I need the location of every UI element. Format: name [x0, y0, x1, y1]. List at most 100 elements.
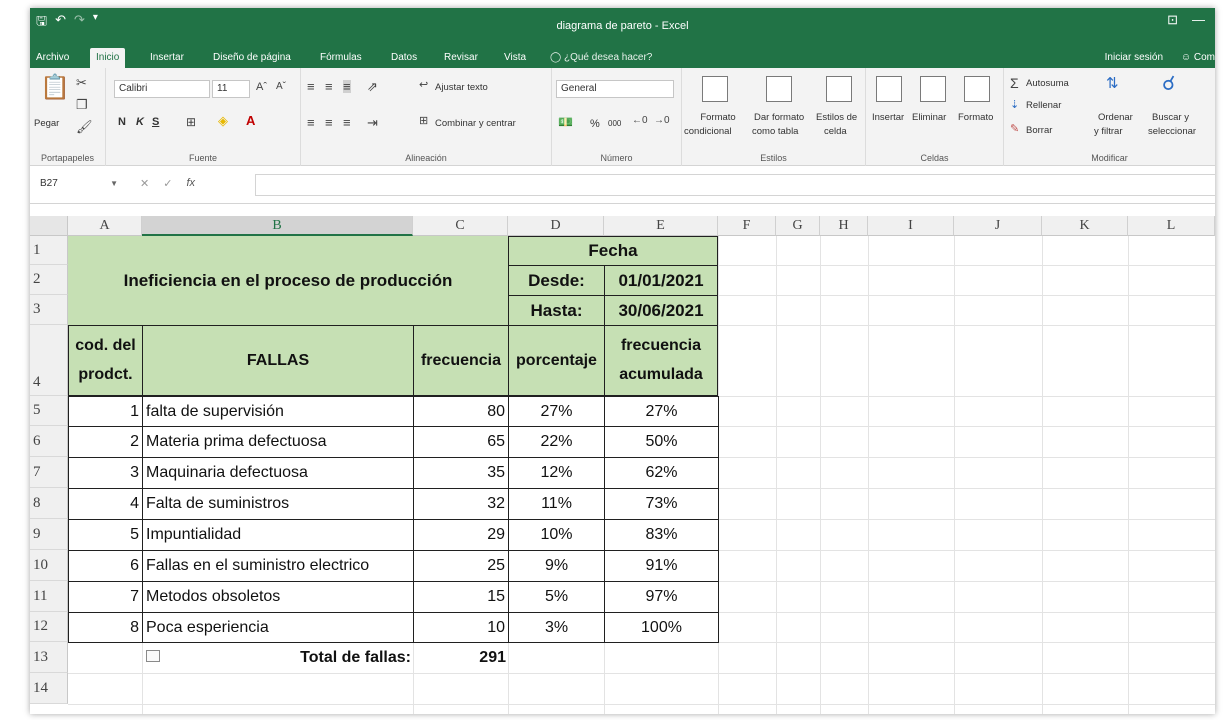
row-header[interactable]: 3	[30, 295, 68, 325]
align-center-icon[interactable]: ≡	[325, 115, 333, 130]
align-top-icon[interactable]: ≡	[307, 79, 315, 94]
row-header[interactable]: 4	[30, 325, 68, 396]
desde-label-cell[interactable]: Desde:	[508, 265, 605, 296]
wrap-text-icon[interactable]: ↩	[419, 79, 429, 91]
row-header[interactable]: 11	[30, 581, 68, 612]
column-header[interactable]: K	[1042, 216, 1128, 236]
conditional-format-label-2[interactable]: condicional	[684, 126, 732, 137]
cut-icon[interactable]: ✂	[76, 75, 87, 90]
header-porcentaje[interactable]: porcentaje	[508, 325, 605, 396]
cell-falla[interactable]: Maquinaria defectuosa	[142, 457, 414, 489]
cell-porcentaje[interactable]: 9%	[508, 550, 605, 582]
cell-code[interactable]: 6	[68, 550, 143, 582]
cell-porcentaje[interactable]: 3%	[508, 612, 605, 643]
cell-porcentaje[interactable]: 27%	[508, 396, 605, 427]
cancel-icon[interactable]: ✕	[140, 178, 150, 190]
header-code[interactable]: cod. del prodct.	[68, 325, 143, 396]
cell-frecuencia[interactable]: 25	[413, 550, 509, 582]
cell-acumulada[interactable]: 62%	[604, 457, 719, 489]
cell-falla[interactable]: Impuntialidad	[142, 519, 414, 551]
cell-frecuencia[interactable]: 29	[413, 519, 509, 551]
cell-acumulada[interactable]: 50%	[604, 426, 719, 458]
align-left-icon[interactable]: ≡	[307, 115, 315, 130]
total-value[interactable]: 291	[479, 648, 506, 666]
name-box-dropdown-icon[interactable]: ▼	[110, 179, 118, 188]
row-header[interactable]: 7	[30, 457, 68, 488]
cell-acumulada[interactable]: 100%	[604, 612, 719, 643]
borders-icon[interactable]: ⊞	[186, 115, 197, 129]
save-icon[interactable]: 🖫	[36, 13, 48, 28]
cell-code[interactable]: 4	[68, 488, 143, 520]
fill-button[interactable]: Rellenar	[1026, 100, 1062, 111]
conditional-format-icon[interactable]	[702, 76, 728, 102]
format-cells-icon[interactable]	[964, 76, 990, 102]
select-all-button[interactable]	[30, 216, 68, 236]
tab-archivo[interactable]: Archivo	[36, 52, 70, 63]
italic-button[interactable]: K	[136, 116, 144, 128]
undo-icon[interactable]: ↶	[55, 12, 66, 27]
fill-icon[interactable]: ⇣	[1010, 99, 1020, 111]
sign-in-link[interactable]: Iniciar sesión	[1104, 52, 1163, 63]
cell-frecuencia[interactable]: 80	[413, 396, 509, 427]
tell-me-box[interactable]: ◯ ¿Qué desea hacer?	[550, 48, 652, 68]
cell-porcentaje[interactable]: 11%	[508, 488, 605, 520]
accounting-format-icon[interactable]: 💵	[558, 115, 573, 129]
row-header[interactable]: 5	[30, 396, 68, 426]
row-header[interactable]: 9	[30, 519, 68, 550]
cell-falla[interactable]: falta de supervisión	[142, 396, 414, 427]
decrease-font-icon[interactable]: Aˇ	[276, 81, 286, 92]
sort-filter-label-1[interactable]: Ordenar	[1098, 112, 1133, 123]
cell-falla[interactable]: Poca esperiencia	[142, 612, 414, 643]
cell-frecuencia[interactable]: 10	[413, 612, 509, 643]
cell-styles-label-2[interactable]: celda	[824, 126, 847, 137]
wrap-text-button[interactable]: Ajustar texto	[435, 82, 488, 93]
column-header[interactable]: E	[604, 216, 718, 236]
fecha-label-cell[interactable]: Fecha	[508, 236, 718, 266]
cell-frecuencia[interactable]: 65	[413, 426, 509, 458]
header-fallas[interactable]: FALLAS	[142, 325, 414, 396]
find-icon[interactable]: ☌	[1162, 73, 1176, 95]
insert-cells-icon[interactable]	[876, 76, 902, 102]
format-painter-icon[interactable]: 🖌	[76, 119, 93, 134]
tab-datos[interactable]: Datos	[391, 52, 418, 63]
merge-center-icon[interactable]: ⊞	[419, 115, 429, 127]
ribbon-display-options-button[interactable]: ⊡	[1167, 12, 1178, 27]
clear-button[interactable]: Borrar	[1026, 125, 1053, 136]
enter-icon[interactable]: ✓	[163, 178, 173, 190]
cell-code[interactable]: 1	[68, 396, 143, 427]
hasta-value-cell[interactable]: 30/06/2021	[604, 295, 718, 326]
column-header[interactable]: J	[954, 216, 1042, 236]
row-header[interactable]: 10	[30, 550, 68, 581]
comma-style-button[interactable]: 000	[608, 119, 622, 128]
column-header[interactable]: H	[820, 216, 868, 236]
cell-frecuencia[interactable]: 35	[413, 457, 509, 489]
tab-diseno-pagina[interactable]: Diseño de página	[213, 52, 291, 63]
desde-value-cell[interactable]: 01/01/2021	[604, 265, 718, 296]
indent-icon[interactable]: ⇥	[367, 115, 378, 130]
name-box[interactable]: B27 ▼	[34, 175, 124, 195]
font-name-box[interactable]: Calibri	[114, 80, 210, 98]
cell-code[interactable]: 3	[68, 457, 143, 489]
cell-styles-label-1[interactable]: Estilos de	[816, 112, 858, 123]
number-format-box[interactable]: General	[556, 80, 674, 98]
increase-decimal-icon[interactable]: ←0	[632, 115, 648, 126]
share-button[interactable]: ☺ Com	[1181, 48, 1215, 68]
cell-acumulada[interactable]: 83%	[604, 519, 719, 551]
sort-filter-label-2[interactable]: y filtrar	[1094, 126, 1123, 137]
underline-button[interactable]: S	[152, 116, 160, 128]
clear-icon[interactable]: ✎	[1010, 123, 1020, 135]
tab-vista[interactable]: Vista	[504, 52, 527, 63]
cell-code[interactable]: 8	[68, 612, 143, 643]
cell-acumulada[interactable]: 73%	[604, 488, 719, 520]
row-header[interactable]: 6	[30, 426, 68, 457]
cell-falla[interactable]: Fallas en el suministro electrico	[142, 550, 414, 582]
font-size-box[interactable]: 11	[212, 80, 250, 98]
decrease-decimal-icon[interactable]: →0	[654, 115, 670, 126]
row-header[interactable]: 2	[30, 265, 68, 295]
cell-frecuencia[interactable]: 15	[413, 581, 509, 613]
cell-acumulada[interactable]: 91%	[604, 550, 719, 582]
cell-porcentaje[interactable]: 5%	[508, 581, 605, 613]
insert-cells-button[interactable]: Insertar	[872, 112, 905, 123]
hasta-label-cell[interactable]: Hasta:	[508, 295, 605, 326]
